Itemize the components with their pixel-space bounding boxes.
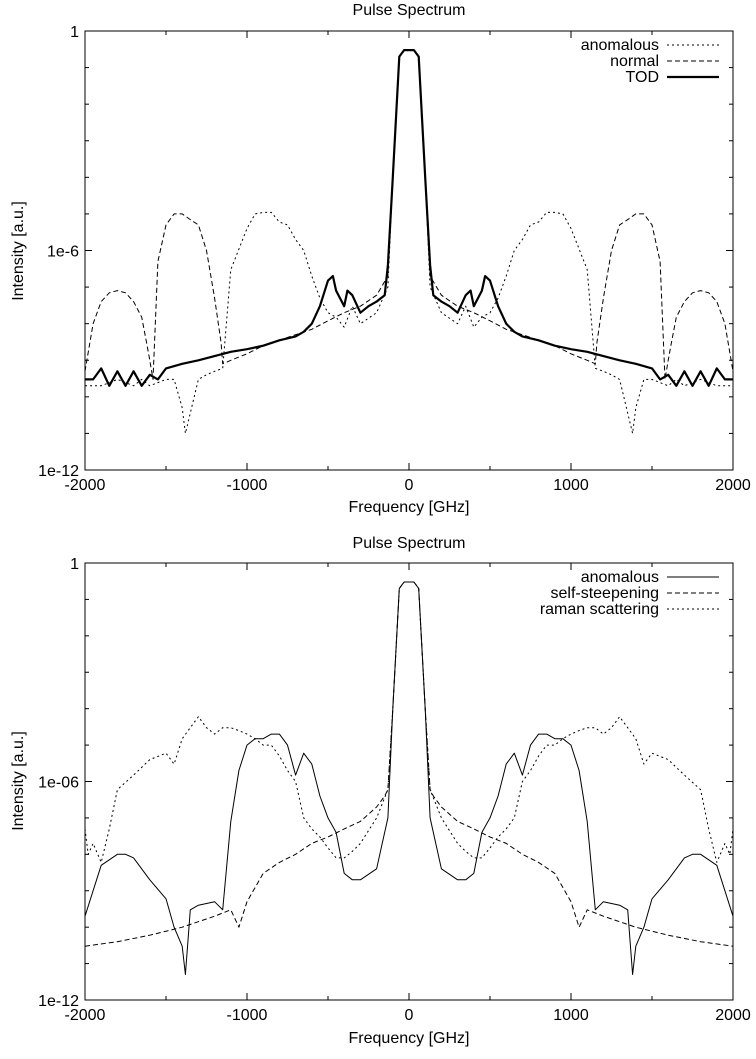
legend-label: normal [610, 53, 659, 70]
x-tick-label: -1000 [227, 1007, 268, 1024]
plot-frame [84, 30, 734, 471]
series-layer [84, 581, 734, 975]
legend-label: anomalous [581, 569, 659, 586]
series-line-TOD [85, 49, 733, 387]
chart-title: Pulse Spectrum [353, 2, 466, 19]
y-tick-label: 1e-6 [47, 244, 79, 261]
y-axis-label: Intensity [a.u.] [10, 201, 27, 301]
series-line-anomalous [85, 49, 733, 434]
legend-label: self-steepening [550, 585, 659, 602]
series-line-raman-scattering [84, 581, 734, 863]
x-tick-label: -2000 [65, 1007, 106, 1024]
series-line-self-steepening [84, 581, 734, 947]
series-layer [84, 49, 734, 434]
x-tick-label: 2000 [715, 477, 751, 494]
legend-label: anomalous [581, 37, 659, 54]
spectrum-panel-top: Pulse Spectrum -2000 -1000 0 1000 2000 1e-12 1… [10, 2, 751, 516]
x-tick-label: 1000 [553, 1007, 589, 1024]
x-tick-label: -1000 [227, 477, 268, 494]
axis-ticks: -2000 -1000 0 1000 2000 1e-12 1e-6 1 [38, 24, 751, 494]
y-tick-label: 1e-12 [38, 993, 79, 1010]
series-line-anomalous [84, 581, 734, 975]
chart-title: Pulse Spectrum [353, 535, 466, 552]
x-axis-label: Frequency [GHz] [349, 1030, 470, 1047]
y-tick-label: 1e-12 [38, 463, 79, 480]
x-tick-label: 0 [405, 477, 414, 494]
x-tick-label: 0 [405, 1007, 414, 1024]
x-tick-label: 1000 [553, 477, 589, 494]
axis-ticks: -2000 -1000 0 1000 2000 1e-12 1e-06 1 [38, 556, 751, 1024]
x-tick-label: 2000 [715, 1007, 751, 1024]
legend-label: TOD [626, 69, 659, 86]
x-tick-label: -2000 [65, 477, 106, 494]
y-tick-label: 1 [70, 24, 79, 41]
legend-label: raman scattering [540, 601, 659, 618]
spectrum-panel-bottom: Pulse Spectrum -2000 -1000 0 1000 2000 1e-12 1… [10, 535, 751, 1047]
y-tick-label: 1 [70, 556, 79, 573]
x-axis-label: Frequency [GHz] [349, 499, 470, 516]
plot-frame [84, 562, 734, 1001]
y-axis-label: Intensity [a.u.] [10, 731, 27, 831]
y-tick-label: 1e-06 [38, 775, 79, 792]
series-line-normal [84, 49, 734, 380]
